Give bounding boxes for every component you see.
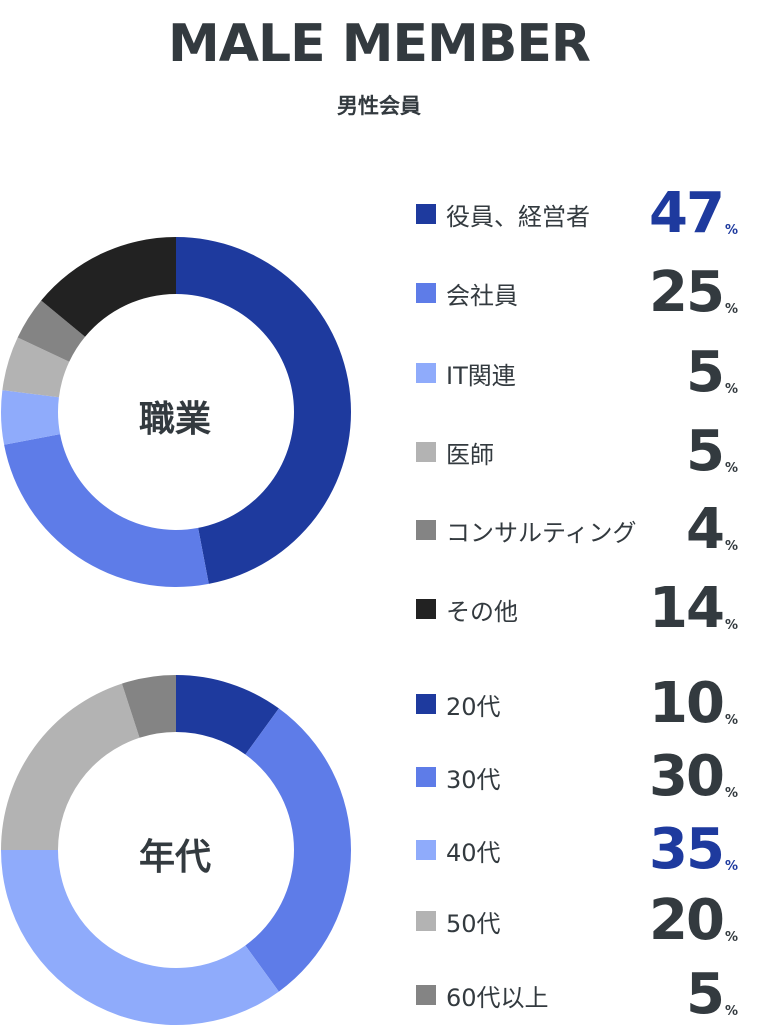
legend-label: コンサルティング	[446, 518, 637, 547]
percent-sign: %	[724, 539, 738, 554]
legend-item: 20代 10 %	[416, 674, 738, 734]
legend-swatch	[416, 599, 436, 619]
percent-sign: %	[724, 1004, 738, 1019]
legend-item: 60代以上 5 %	[416, 965, 738, 1025]
percent-sign: %	[724, 786, 738, 801]
legend-item: コンサルティング 4 %	[416, 500, 738, 560]
age-donut-chart	[1, 675, 351, 1025]
donut-slice	[176, 237, 351, 584]
legend-label: 役員、経営者	[446, 202, 590, 231]
value-label: 30	[649, 744, 725, 809]
legend-label: 会社員	[446, 281, 518, 310]
legend-item: 役員、経営者 47 %	[416, 184, 738, 244]
legend-swatch	[416, 363, 436, 383]
legend-swatch	[416, 283, 436, 303]
legend-item: 40代 35 %	[416, 820, 738, 880]
occupation-chart-title: 職業	[138, 399, 211, 440]
value-label: 20	[649, 888, 725, 953]
donut-slice	[176, 675, 279, 755]
donut-slice	[1, 683, 140, 850]
percent-sign: %	[724, 302, 738, 317]
value-label: 5	[686, 340, 725, 405]
legend-label: 60代以上	[446, 983, 549, 1012]
percent-sign: %	[724, 382, 738, 397]
percent-sign: %	[724, 618, 738, 633]
legend-label: IT関連	[446, 361, 516, 390]
donut-slice	[1, 850, 279, 1025]
legend-label: 医師	[446, 440, 494, 469]
donut-slice	[17, 300, 86, 362]
value-label: 10	[649, 671, 725, 736]
percent-sign: %	[724, 461, 738, 476]
donut-slice	[1, 390, 61, 445]
value-label: 14	[649, 576, 725, 641]
donut-slice	[4, 434, 209, 587]
legend-swatch	[416, 520, 436, 540]
value-label: 35	[649, 817, 725, 882]
legend-item: その他 14 %	[416, 579, 738, 639]
legend-item: 会社員 25 %	[416, 263, 738, 323]
legend-item: 50代 20 %	[416, 891, 738, 951]
page-subtitle: 男性会員	[337, 94, 421, 118]
legend-swatch	[416, 985, 436, 1005]
legend-swatch	[416, 442, 436, 462]
legend-label: 30代	[446, 765, 501, 794]
value-label: 5	[686, 419, 725, 484]
legend-label: 50代	[446, 909, 501, 938]
legend-label: 40代	[446, 838, 501, 867]
donut-slice	[41, 237, 176, 337]
legend-label: 20代	[446, 692, 501, 721]
legend-swatch	[416, 204, 436, 224]
percent-sign: %	[724, 930, 738, 945]
occupation-donut-chart	[1, 237, 351, 587]
donut-slice	[121, 675, 176, 738]
legend-item: 医師 5 %	[416, 422, 738, 482]
legend-swatch	[416, 767, 436, 787]
age-chart-title: 年代	[138, 837, 211, 878]
page-title: MALE MEMBER	[168, 14, 591, 74]
legend-swatch	[416, 694, 436, 714]
value-label: 25	[649, 260, 725, 325]
legend-swatch	[416, 840, 436, 860]
percent-sign: %	[724, 859, 738, 874]
donut-slice	[2, 337, 70, 398]
legend-swatch	[416, 911, 436, 931]
percent-sign: %	[724, 223, 738, 238]
value-label: 5	[686, 962, 725, 1027]
value-label: 4	[686, 497, 725, 562]
value-label: 47	[649, 181, 725, 246]
legend-item: IT関連 5 %	[416, 343, 738, 403]
legend-label: その他	[446, 597, 518, 626]
donut-slice	[245, 708, 351, 992]
legend-item: 30代 30 %	[416, 747, 738, 807]
percent-sign: %	[724, 713, 738, 728]
